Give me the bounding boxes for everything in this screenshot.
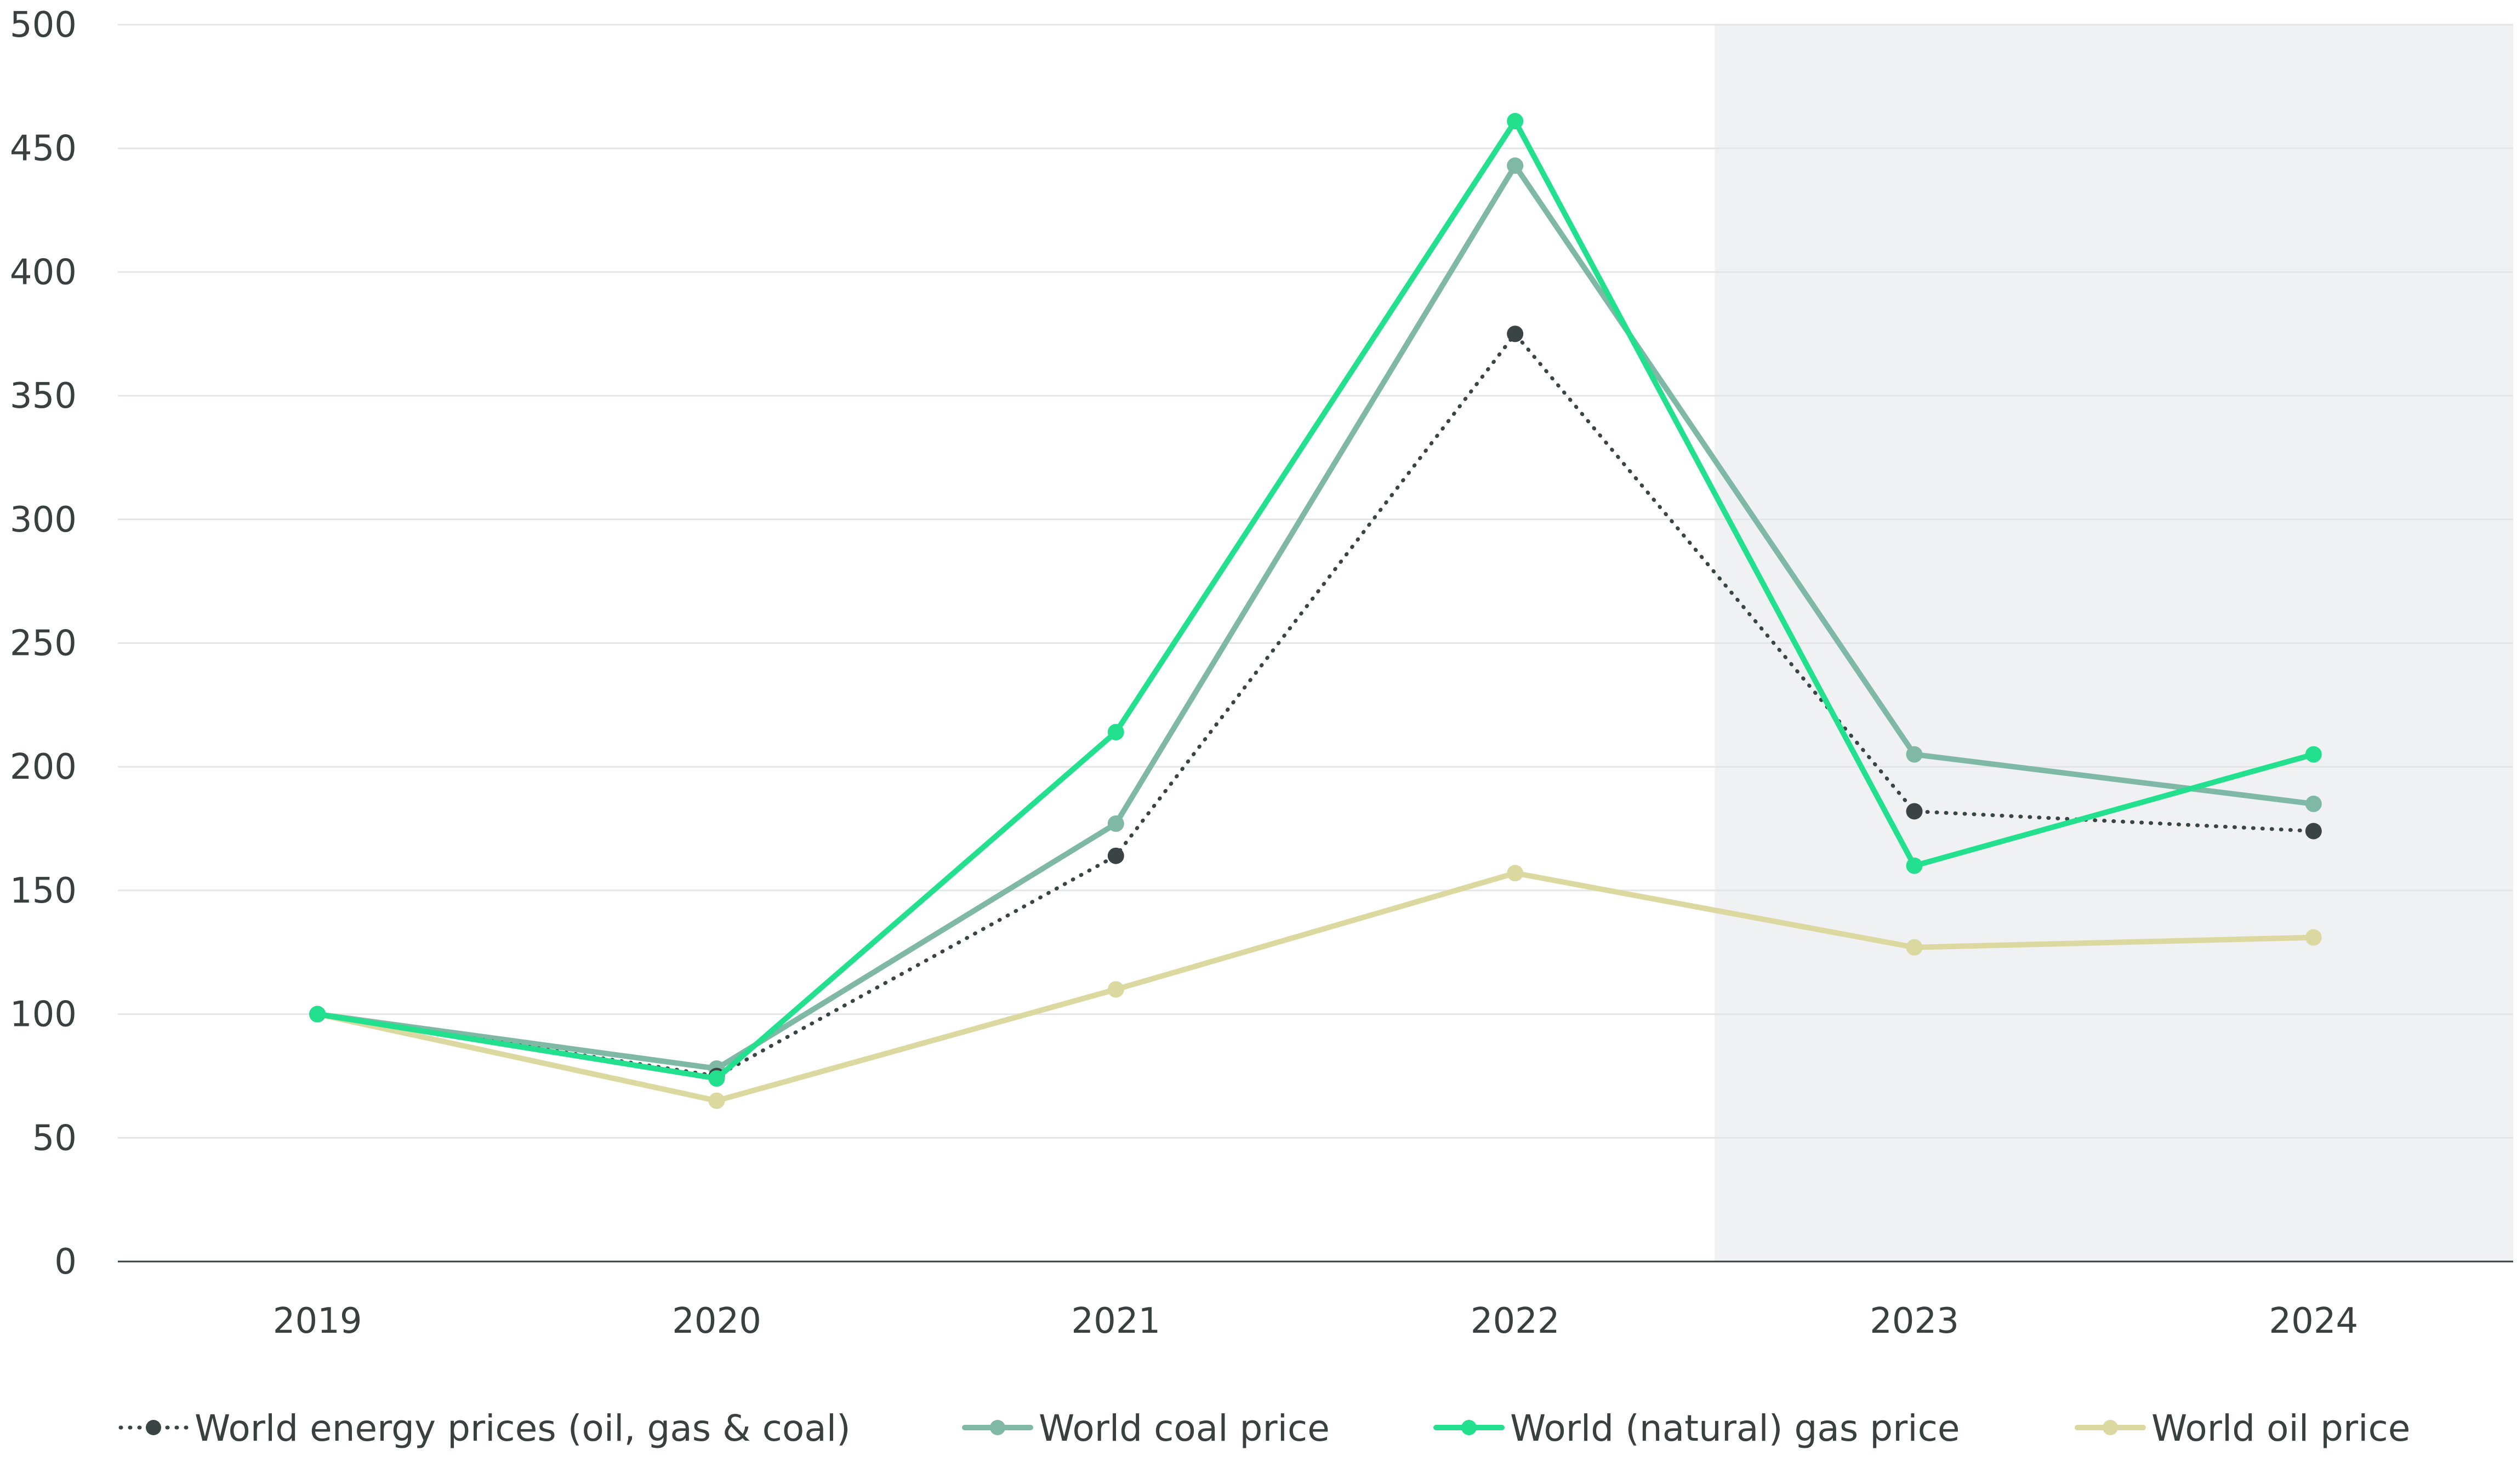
data-point: [1507, 157, 1524, 174]
legend: World energy prices (oil, gas & coal) Wor…: [118, 1407, 2410, 1449]
series-line: [315, 118, 2316, 1081]
legend-label: World (natural) gas price: [1510, 1407, 1960, 1449]
data-point: [708, 1070, 725, 1087]
data-point: [1107, 847, 1124, 864]
x-tick-label: 2022: [1471, 1301, 1560, 1342]
series-2: [309, 113, 2322, 1087]
x-tick-label: 2019: [273, 1301, 362, 1342]
legend-swatch-marker: [1461, 1420, 1477, 1435]
legend-label: World oil price: [2151, 1407, 2410, 1449]
data-point: [1507, 113, 1524, 130]
y-tick-label: 50: [32, 1118, 77, 1158]
legend-swatch-marker: [2103, 1420, 2118, 1435]
data-point: [2305, 746, 2322, 763]
y-tick-label: 200: [10, 747, 77, 787]
axes: 0 50 100 150 200 250 300 350 400 450 500 2019 2020 20…: [10, 5, 2513, 1342]
data-point: [1906, 803, 1923, 820]
y-tick-label: 300: [10, 500, 77, 540]
gridlines: [118, 24, 2513, 1139]
x-tick-label: 2023: [1870, 1301, 1959, 1342]
y-tick-label: 250: [10, 624, 77, 664]
data-point: [1906, 746, 1923, 763]
legend-item: World (natural) gas price: [1433, 1407, 1960, 1449]
y-tick-label: 500: [10, 5, 77, 45]
legend-label: World coal price: [1039, 1407, 1330, 1449]
data-point: [1906, 857, 1923, 874]
legend-swatch-marker: [146, 1420, 161, 1435]
y-tick-label: 400: [10, 252, 77, 293]
series-line: [315, 870, 2316, 1104]
x-tick-label: 2021: [1071, 1301, 1160, 1342]
series-lines: [309, 113, 2322, 1109]
y-tick-label: 100: [10, 995, 77, 1035]
series-3: [309, 865, 2322, 1109]
data-point: [1507, 865, 1524, 882]
y-tick-label: 150: [10, 871, 77, 911]
y-tick-label: 0: [54, 1242, 77, 1282]
data-point: [1906, 939, 1923, 956]
legend-item: World energy prices (oil, gas & coal): [118, 1407, 851, 1449]
legend-swatch-marker: [990, 1420, 1005, 1435]
y-tick-label: 450: [10, 129, 77, 169]
data-point: [708, 1092, 725, 1109]
data-point: [1107, 981, 1124, 998]
series-line: [315, 163, 2316, 1071]
data-point: [1107, 724, 1124, 741]
data-point: [309, 1006, 326, 1023]
data-point: [1507, 326, 1524, 343]
data-point: [1107, 815, 1124, 832]
x-tick-label: 2020: [672, 1301, 761, 1342]
series-1: [309, 157, 2322, 1077]
x-tick-label: 2024: [2269, 1301, 2358, 1342]
legend-label: World energy prices (oil, gas & coal): [195, 1407, 851, 1449]
data-point: [2305, 929, 2322, 946]
data-point: [2305, 795, 2322, 812]
legend-item: World oil price: [2075, 1407, 2410, 1449]
y-tick-label: 350: [10, 376, 77, 416]
data-point: [2305, 823, 2322, 840]
legend-item: World coal price: [962, 1407, 1330, 1449]
